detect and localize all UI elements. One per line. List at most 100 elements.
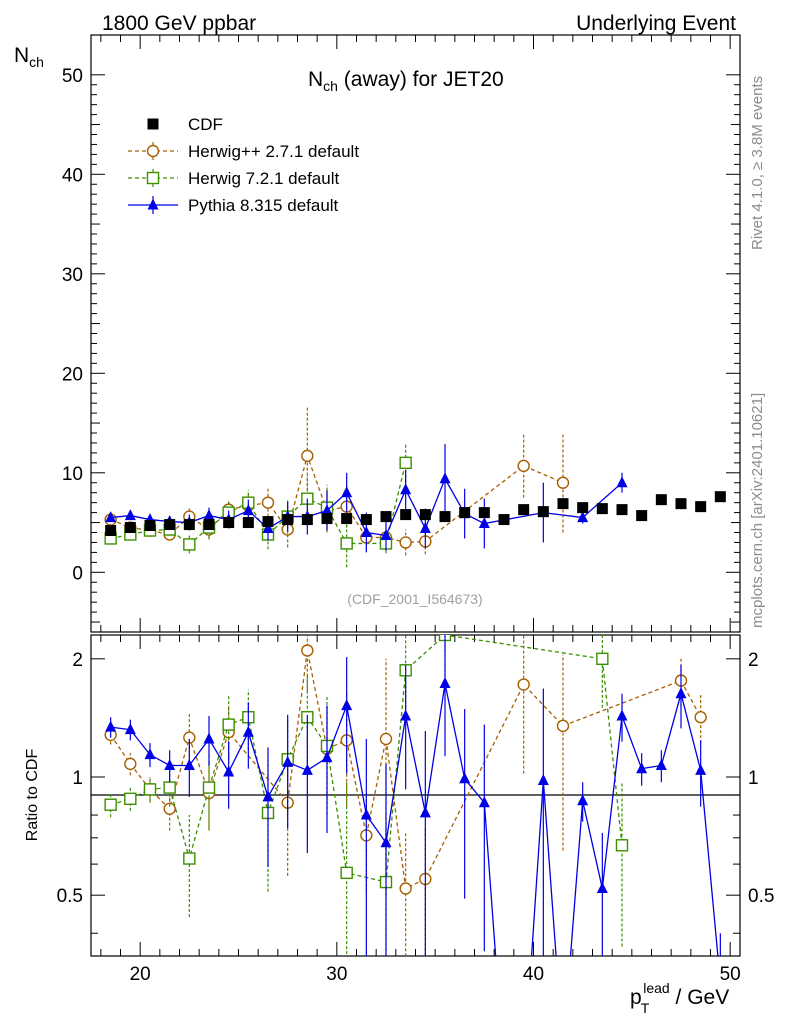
data-point [419, 509, 431, 521]
ratio-series-line [110, 683, 719, 956]
ratio-data-point [301, 644, 314, 657]
y-axis-label: Nch [14, 44, 44, 70]
ratio-data-point [695, 763, 707, 775]
y-tick-label: 50 [62, 66, 83, 87]
series-line [110, 453, 564, 544]
ratio-data-point [577, 794, 589, 806]
data-point [380, 511, 392, 523]
ratio-data-point [321, 751, 333, 763]
data-point [478, 507, 490, 519]
ratio-data-point [596, 652, 609, 666]
data-point [616, 476, 628, 488]
ratio-data-point [104, 798, 117, 811]
ratio-data-point [242, 725, 254, 737]
ratio-axis-ticks: 0.5 0.5 1 1 2 2 20 30 40 50 [57, 635, 774, 985]
series-cdf [105, 491, 726, 537]
data-point [144, 520, 156, 532]
ratio-data-point [341, 699, 353, 711]
ratio-data-point [262, 790, 274, 802]
ratio-y-tick-label: 0.5 [57, 886, 83, 907]
ratio-y-tick-label-right: 0.5 [748, 886, 774, 907]
ratio-data-point [596, 882, 608, 894]
ratio-data-point [616, 709, 628, 721]
legend-entry: Herwig++ 2.7.1 default [128, 142, 359, 161]
data-point [183, 538, 196, 551]
data-point [537, 506, 549, 518]
y-tick-label: 20 [62, 364, 83, 385]
ratio-data-marks [104, 635, 721, 956]
ratio-data-point [183, 852, 196, 865]
series-pythia-8-315-default [105, 443, 628, 553]
ratio-y-axis-label: Ratio to CDF [24, 749, 41, 842]
ratio-panel: 0.5 0.5 1 1 2 2 20 30 40 50 Ratio to CDF [24, 634, 774, 985]
data-point [714, 491, 726, 503]
ratio-data-point [124, 757, 137, 771]
data-point [399, 456, 412, 470]
legend-label: Herwig++ 2.7.1 default [188, 142, 359, 161]
legend-label: Pythia 8.315 default [188, 196, 339, 215]
legend-marker [147, 118, 159, 130]
x-tick-label: 30 [326, 964, 347, 985]
ratio-series-group [104, 635, 721, 956]
ratio-data-point [556, 719, 570, 733]
ratio-data-point [223, 765, 235, 777]
y-tick-label: 0 [72, 563, 83, 584]
y-tick-label: 30 [62, 265, 83, 286]
ratio-data-point [163, 781, 176, 794]
data-point [341, 513, 353, 525]
data-point [105, 525, 117, 537]
ratio-data-point [379, 732, 393, 746]
data-point [341, 486, 353, 498]
data-point [242, 517, 254, 529]
data-point [223, 517, 235, 529]
data-point [577, 502, 589, 514]
ratio-data-point [439, 677, 451, 689]
data-point [439, 472, 451, 484]
data-point [695, 501, 707, 513]
data-point [105, 511, 117, 523]
ratio-data-point [459, 772, 471, 784]
data-point [399, 536, 412, 549]
data-point [261, 496, 275, 509]
ratio-series-pythia-8-315-default [105, 635, 721, 956]
ratio-data-point [164, 758, 176, 770]
ratio-data-point [340, 866, 353, 880]
x-tick-label: 20 [130, 964, 151, 985]
ratio-data-point [301, 763, 313, 775]
ratio-y-tick-label-right: 2 [748, 650, 759, 671]
ratio-data-point [655, 758, 667, 770]
ratio-data-point [282, 755, 294, 767]
legend-entry: Pythia 8.315 default [128, 196, 339, 215]
rivet-label: Rivet 4.1.0, ≥ 3.8M events [749, 76, 766, 250]
ratio-data-point [202, 781, 216, 794]
data-point [321, 513, 333, 525]
data-point [518, 504, 530, 516]
data-point [242, 504, 254, 516]
data-point [183, 519, 195, 531]
ratio-data-point [124, 792, 137, 806]
data-point [556, 476, 570, 489]
main-panel: 0 10 20 30 40 50 Nch Nch (away) for JET20 (CD… [14, 34, 741, 633]
data-point [675, 498, 687, 510]
ratio-data-point [203, 732, 215, 744]
data-point [124, 522, 136, 534]
data-point [517, 459, 530, 473]
data-point [380, 528, 392, 540]
series-herwig-7-2-1-default [104, 442, 412, 568]
data-point [498, 514, 510, 526]
main-axis-ticks: 0 10 20 30 40 50 [62, 35, 740, 632]
legend-label: Herwig 7.2.1 default [188, 169, 339, 188]
ratio-data-point [183, 758, 195, 770]
data-point [124, 509, 136, 521]
ratio-data-point [675, 687, 687, 699]
ratio-data-point [478, 796, 490, 808]
data-point [557, 498, 569, 510]
ratio-y-tick-label-right: 1 [748, 768, 759, 789]
data-point [340, 537, 353, 550]
data-point [301, 514, 313, 526]
ratio-data-point [537, 773, 549, 785]
data-point [360, 526, 372, 537]
data-point [419, 522, 431, 534]
ratio-data-point [144, 748, 156, 760]
